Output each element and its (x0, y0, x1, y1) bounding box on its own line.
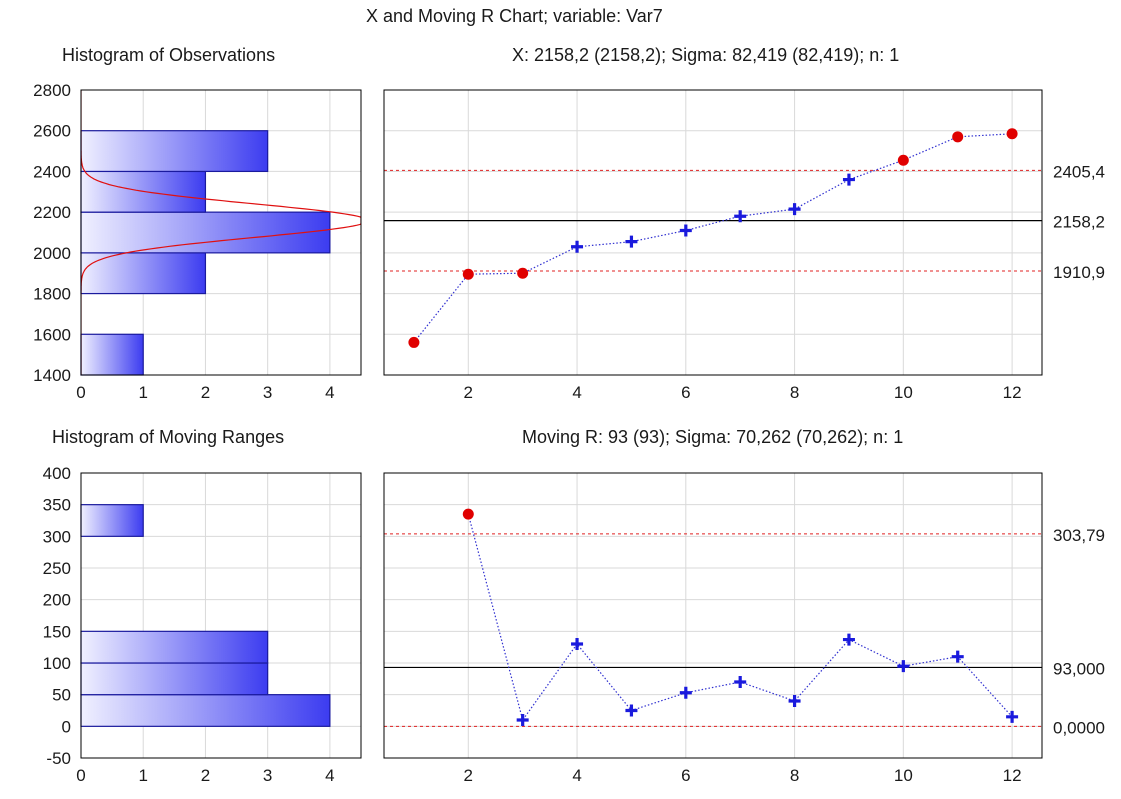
mr-chart-center-label: 93,000 (1053, 659, 1105, 678)
x-chart-x-tick-label: 8 (790, 383, 799, 402)
mr-chart-point (897, 660, 910, 673)
hist-x-bar-2 (80, 252, 207, 295)
x-chart-title: X: 2158,2 (2158,2); Sigma: 82,419 (82,41… (512, 45, 900, 65)
hist-mr-frame (80, 472, 362, 759)
hist-x-frame (80, 89, 362, 376)
x-chart-x-tick-label: 10 (894, 383, 913, 402)
hist-x-y-tick-label: 1800 (33, 285, 71, 304)
x-chart-point-out-of-control (517, 267, 529, 279)
mr-chart-series-line (467, 514, 1013, 722)
x-chart-point-out-of-control (897, 154, 909, 166)
hist-x-x-tick-label: 4 (325, 383, 334, 402)
hist-mr-y-tick-label: 150 (43, 622, 71, 641)
x-chart-point (679, 224, 692, 237)
x-chart-point (842, 173, 855, 186)
hist-mr-bar-2 (80, 630, 269, 664)
hist-x-x-tick-label: 1 (138, 383, 147, 402)
x-chart-frame (383, 89, 1043, 376)
x-chart-point (788, 203, 801, 216)
hist-mr-y-tick-label: 100 (43, 654, 71, 673)
x-chart-x-tick-label: 4 (572, 383, 581, 402)
hist-mr-y-tick-label: 400 (43, 464, 71, 483)
x-chart-x-tick-label: 12 (1003, 383, 1022, 402)
mr-chart-x-tick-label: 8 (790, 766, 799, 785)
mr-chart-title: Moving R: 93 (93); Sigma: 70,262 (70,262… (522, 427, 904, 447)
mr-chart-x-tick-label: 2 (464, 766, 473, 785)
x-chart-point-out-of-control (1006, 128, 1018, 140)
x-chart-point-out-of-control (408, 336, 420, 348)
x-chart-ucl-label: 2405,4 (1053, 162, 1105, 181)
mr-chart-point (788, 695, 801, 707)
hist-mr-bar-1 (80, 662, 269, 696)
x-chart-series-line (413, 133, 1013, 343)
hist-x-y-tick-label: 1600 (33, 325, 71, 344)
hist-x-normal-curve (81, 90, 361, 375)
hist-x-y-tick-label: 2400 (33, 162, 71, 181)
hist-x-y-tick-label: 2800 (33, 81, 71, 100)
hist-mr-bar-6 (80, 504, 144, 537)
hist-x-x-tick-label: 0 (76, 383, 85, 402)
x-chart-point-out-of-control (952, 131, 964, 143)
hist-x-x-tick-label: 2 (201, 383, 210, 402)
hist-x-title: Histogram of Observations (62, 45, 276, 65)
mr-chart-point (679, 686, 692, 699)
mr-chart-point (842, 633, 855, 646)
mr-chart-point (951, 650, 964, 663)
hist-mr-y-tick-label: -50 (46, 749, 71, 768)
x-chart-point (571, 240, 584, 253)
x-chart-lcl-label: 1910,9 (1053, 263, 1105, 282)
hist-x-y-tick-label: 1400 (33, 366, 71, 385)
mr-chart-point-out-of-control (462, 508, 474, 520)
figure-title: X and Moving R Chart; variable: Var7 (366, 6, 663, 26)
mr-chart-lcl-label: 0,0000 (1053, 718, 1105, 737)
hist-mr-x-tick-label: 3 (263, 766, 272, 785)
mr-chart-x-tick-label: 6 (681, 766, 690, 785)
x-chart-point-out-of-control (462, 268, 474, 280)
x-chart-x-tick-label: 2 (464, 383, 473, 402)
mr-chart-ucl-label: 303,79 (1053, 526, 1105, 545)
x-chart-point (734, 210, 747, 223)
mr-chart-x-tick-label: 4 (572, 766, 581, 785)
mr-chart-point (625, 704, 638, 717)
mr-chart-point (1006, 710, 1019, 723)
x-chart-point (625, 235, 638, 248)
x-chart-x-tick-label: 6 (681, 383, 690, 402)
hist-mr-bar-0 (80, 694, 331, 727)
mr-chart-point (516, 714, 529, 726)
hist-x-y-tick-label: 2200 (33, 203, 71, 222)
mr-chart-point (734, 676, 747, 688)
mr-chart-x-tick-label: 12 (1003, 766, 1022, 785)
x-chart-center-label: 2158,2 (1053, 213, 1105, 232)
hist-mr-y-tick-label: 350 (43, 496, 71, 515)
hist-mr-y-tick-label: 50 (52, 686, 71, 705)
hist-x-x-tick-label: 3 (263, 383, 272, 402)
hist-x-bar-5 (80, 130, 269, 173)
hist-x-y-tick-label: 2600 (33, 122, 71, 141)
hist-mr-y-tick-label: 200 (43, 591, 71, 610)
hist-mr-x-tick-label: 4 (325, 766, 334, 785)
hist-x-bar-0 (80, 333, 144, 376)
hist-mr-y-tick-label: 250 (43, 559, 71, 578)
hist-x-bar-3 (80, 211, 331, 254)
hist-mr-x-tick-label: 2 (201, 766, 210, 785)
hist-mr-y-tick-label: 300 (43, 527, 71, 546)
hist-mr-y-tick-label: 0 (62, 717, 71, 736)
hist-mr-x-tick-label: 0 (76, 766, 85, 785)
mr-chart-x-tick-label: 10 (894, 766, 913, 785)
mr-chart-point (571, 638, 584, 650)
hist-x-y-tick-label: 2000 (33, 244, 71, 263)
hist-mr-x-tick-label: 1 (138, 766, 147, 785)
hist-mr-title: Histogram of Moving Ranges (52, 427, 285, 447)
mr-chart-frame (383, 472, 1043, 759)
